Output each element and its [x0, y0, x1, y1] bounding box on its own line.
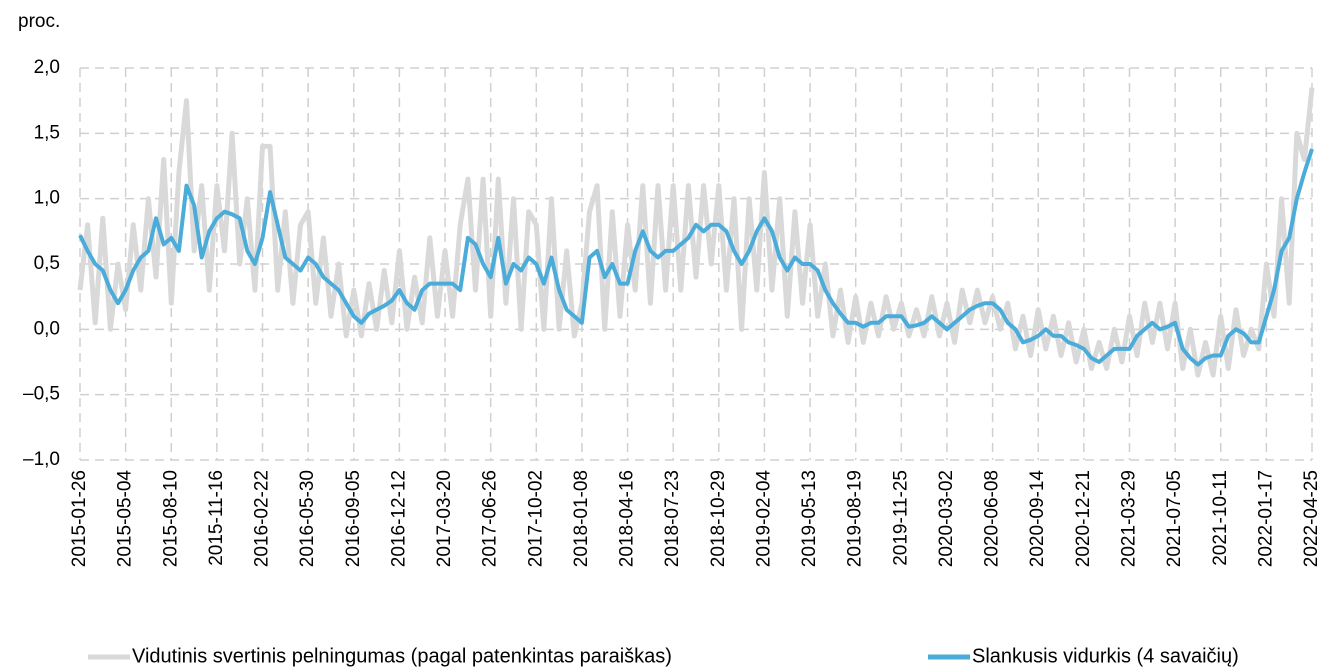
- x-tick-label: 2018-07-23: [662, 470, 683, 567]
- x-tick-label: 2021-07-05: [1164, 470, 1185, 567]
- x-tick-label: 2019-05-13: [799, 470, 820, 567]
- legend-label: Vidutinis svertinis pelningumas (pagal p…: [132, 645, 672, 667]
- x-tick-label: 2018-04-16: [617, 470, 638, 567]
- x-tick-label: 2020-12-21: [1073, 470, 1094, 567]
- x-tick-label: 2015-01-26: [69, 470, 90, 567]
- x-tick-label: 2017-10-02: [525, 470, 546, 567]
- x-tick-label: 2020-03-02: [936, 470, 957, 567]
- data-line: [78, 148, 1314, 367]
- x-tick-label: 2020-09-14: [1027, 470, 1048, 568]
- x-tick-label: 2020-06-08: [982, 470, 1003, 567]
- x-tick-label: 2022-01-17: [1255, 470, 1276, 567]
- x-tick-label: 2022-04-25: [1301, 470, 1322, 567]
- y-tick-label: –1,0: [23, 449, 60, 470]
- y-tick-label: 0,5: [34, 253, 60, 274]
- x-tick-label: 2021-03-29: [1118, 470, 1139, 567]
- x-tick-label: 2015-11-16: [206, 470, 227, 566]
- x-tick-label: 2015-05-04: [115, 470, 136, 568]
- y-tick-label: 1,0: [34, 188, 60, 209]
- y-tick-label: –0,5: [23, 384, 60, 405]
- x-tick-label: 2016-02-22: [252, 470, 273, 567]
- x-tick-label: 2021-10-11: [1210, 470, 1231, 566]
- x-tick-label: 2015-08-10: [160, 470, 181, 567]
- x-tick-label: 2016-05-30: [297, 470, 318, 567]
- x-tick-label: 2016-12-12: [388, 470, 409, 567]
- y-axis-label: proc.: [18, 11, 60, 32]
- y-tick-label: 2,0: [34, 57, 60, 78]
- x-tick-label: 2016-09-05: [343, 470, 364, 567]
- y-tick-label: 0,0: [34, 318, 60, 339]
- x-tick-label: 2018-10-29: [708, 470, 729, 567]
- x-tick-label: 2017-06-26: [480, 470, 501, 567]
- y-tick-label: 1,5: [34, 122, 60, 143]
- data-line: [77, 87, 1315, 378]
- x-tick-label: 2018-01-08: [571, 470, 592, 567]
- x-tick-label: 2019-08-19: [845, 470, 866, 567]
- x-tick-label: 2019-11-25: [890, 470, 911, 566]
- x-tick-label: 2017-03-20: [434, 470, 455, 567]
- legend-label: Slankusis vidurkis (4 savaičių): [972, 645, 1239, 667]
- x-tick-label: 2019-02-04: [753, 470, 774, 568]
